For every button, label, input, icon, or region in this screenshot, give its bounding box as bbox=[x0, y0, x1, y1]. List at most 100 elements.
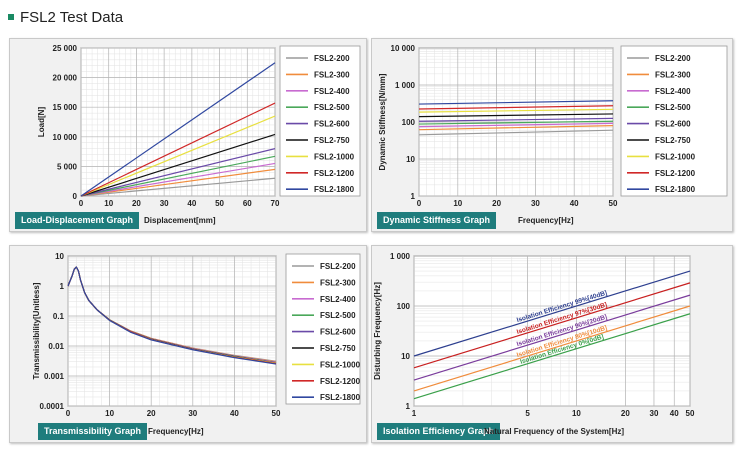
legend-label: FSL2-600 bbox=[320, 328, 356, 337]
legend-label: FSL2-300 bbox=[314, 70, 350, 79]
x-tick-label: 20 bbox=[492, 199, 501, 208]
plot-area bbox=[80, 47, 276, 197]
legend-label: FSL2-300 bbox=[320, 278, 356, 287]
isolation-x-axis-label: Natural Frequency of the System[Hz] bbox=[484, 427, 625, 436]
x-tick-label: 10 bbox=[453, 199, 462, 208]
transmissibility-chart: 0 10 20 30 40 50 0.0001 0.001 0.01 0.1 1 10 Transmis… bbox=[32, 252, 361, 418]
series-line bbox=[80, 162, 276, 197]
x-tick-label: 40 bbox=[230, 409, 239, 418]
y-tick-label: 0 bbox=[73, 192, 78, 201]
legend-label: FSL2-200 bbox=[320, 262, 356, 271]
series-group bbox=[67, 266, 277, 365]
y-tick-label: 100 bbox=[397, 302, 411, 311]
series-line bbox=[67, 266, 277, 365]
legend-label: FSL2-1000 bbox=[320, 360, 361, 369]
x-tick-label: 50 bbox=[686, 409, 695, 418]
y-tick-label: 0.001 bbox=[44, 372, 65, 381]
legend-label: FSL2-500 bbox=[655, 103, 691, 112]
series-line bbox=[80, 62, 276, 197]
series-line bbox=[418, 105, 614, 110]
series-line bbox=[413, 294, 691, 381]
series-line bbox=[80, 148, 276, 197]
legend-label: FSL2-600 bbox=[314, 120, 350, 129]
x-tick-label: 0 bbox=[79, 199, 84, 208]
x-tick-label: 70 bbox=[271, 199, 280, 208]
legend-label: FSL2-500 bbox=[320, 311, 356, 320]
x-tick-label: 30 bbox=[160, 199, 169, 208]
x-tick-label: 30 bbox=[188, 409, 197, 418]
series-line bbox=[418, 117, 614, 122]
series-line bbox=[413, 313, 691, 400]
x-tick-label: 60 bbox=[243, 199, 252, 208]
y-tick-label: 25 000 bbox=[53, 44, 78, 53]
series-line bbox=[418, 124, 614, 131]
legend-box bbox=[620, 45, 728, 197]
x-tick-label: 30 bbox=[531, 199, 540, 208]
series-line bbox=[80, 168, 276, 197]
legend-label: FSL2-200 bbox=[655, 54, 691, 63]
series-line bbox=[418, 100, 614, 105]
series-line bbox=[413, 305, 691, 392]
series-group bbox=[418, 100, 614, 136]
major-grid bbox=[80, 47, 276, 197]
dynamic-stiffness-panel: 0 10 20 30 40 50 1 10 100 1 000 10 000 Dynamic Stif… bbox=[371, 38, 733, 232]
stiffness-x-axis-label: Frequency[Hz] bbox=[518, 216, 574, 225]
series-line bbox=[80, 102, 276, 197]
y-tick-label: 0.0001 bbox=[40, 402, 65, 411]
series-line bbox=[80, 177, 276, 197]
isolation-efficiency-chart: 1 5 10 20 30 40 50 1 10 100 1 000 Disturbing Freque… bbox=[373, 252, 695, 418]
x-tick-label: 0 bbox=[66, 409, 71, 418]
legend-label: FSL2-400 bbox=[655, 87, 691, 96]
plot-area bbox=[413, 255, 691, 407]
legend-label: FSL2-1800 bbox=[320, 393, 361, 402]
major-grid bbox=[67, 255, 277, 407]
y-tick-label: 1 bbox=[406, 402, 411, 411]
legend-label: FSL2-500 bbox=[314, 103, 350, 112]
load-displacement-chart: 0 10 20 30 40 50 60 70 0 5 000 10 000 15 000 20 000 2… bbox=[37, 44, 361, 208]
y-axis-label: Disturbing Frequency[Hz] bbox=[373, 282, 382, 380]
y-tick-label: 1 bbox=[60, 282, 65, 291]
y-tick-label: 1 000 bbox=[390, 252, 411, 261]
y-tick-label: 100 bbox=[402, 118, 416, 127]
legend-label: FSL2-1000 bbox=[655, 152, 696, 161]
legend-label: FSL2-400 bbox=[320, 295, 356, 304]
y-tick-label: 10 bbox=[406, 155, 415, 164]
plot-area bbox=[67, 255, 277, 407]
legend-label: FSL2-600 bbox=[655, 120, 691, 129]
legend-label: FSL2-750 bbox=[655, 136, 691, 145]
series-group bbox=[80, 62, 276, 197]
series-line bbox=[418, 108, 614, 113]
dynamic-stiffness-badge: Dynamic Stiffness Graph bbox=[377, 212, 497, 229]
y-tick-label: 10 000 bbox=[53, 133, 78, 142]
y-tick-label: 10 bbox=[401, 352, 410, 361]
y-tick-label: 1 000 bbox=[395, 81, 416, 90]
legend-label: FSL2-400 bbox=[314, 87, 350, 96]
x-tick-label: 50 bbox=[215, 199, 224, 208]
legend-label: FSL2-300 bbox=[655, 70, 691, 79]
series-line bbox=[413, 270, 691, 357]
isolation-efficiency-badge: Isolation Efficiency Graph bbox=[377, 423, 501, 440]
x-tick-label: 10 bbox=[104, 199, 113, 208]
y-tick-label: 0.01 bbox=[48, 342, 64, 351]
y-axis-label: Load[N] bbox=[37, 107, 46, 138]
x-tick-label: 30 bbox=[650, 409, 659, 418]
title-bullet-icon bbox=[8, 14, 14, 20]
x-tick-label: 40 bbox=[570, 199, 579, 208]
x-tick-label: 20 bbox=[621, 409, 630, 418]
legend-box bbox=[285, 253, 361, 405]
x-tick-label: 40 bbox=[187, 199, 196, 208]
x-tick-label: 1 bbox=[412, 409, 417, 418]
y-axis-label: Transmissibility[Unitless] bbox=[32, 282, 41, 379]
series-line bbox=[418, 113, 614, 118]
legend-label: FSL2-1800 bbox=[314, 185, 355, 194]
legend-label: FSL2-200 bbox=[314, 54, 350, 63]
y-tick-label: 5 000 bbox=[57, 162, 78, 171]
load-displacement-panel: 0 10 20 30 40 50 60 70 0 5 000 10 000 15 000 20 000 2… bbox=[9, 38, 367, 232]
x-tick-label: 50 bbox=[272, 409, 281, 418]
y-tick-label: 20 000 bbox=[53, 74, 78, 83]
series-line bbox=[413, 282, 691, 369]
transmissibility-badge: Transmissibility Graph bbox=[38, 423, 148, 440]
y-tick-label: 10 bbox=[55, 252, 64, 261]
y-tick-label: 10 000 bbox=[391, 44, 416, 53]
legend-label: FSL2-750 bbox=[320, 344, 356, 353]
